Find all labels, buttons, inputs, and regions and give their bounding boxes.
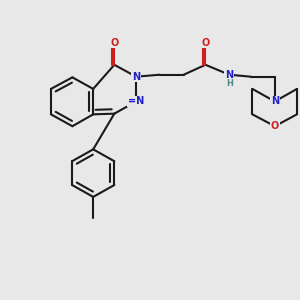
Text: O: O: [110, 38, 118, 48]
Text: N: N: [271, 97, 279, 106]
Text: N: N: [132, 72, 140, 82]
Text: H: H: [226, 79, 233, 88]
Text: O: O: [271, 121, 279, 131]
Text: N: N: [225, 70, 233, 80]
Text: O: O: [201, 38, 210, 48]
Text: =N: =N: [128, 97, 144, 106]
